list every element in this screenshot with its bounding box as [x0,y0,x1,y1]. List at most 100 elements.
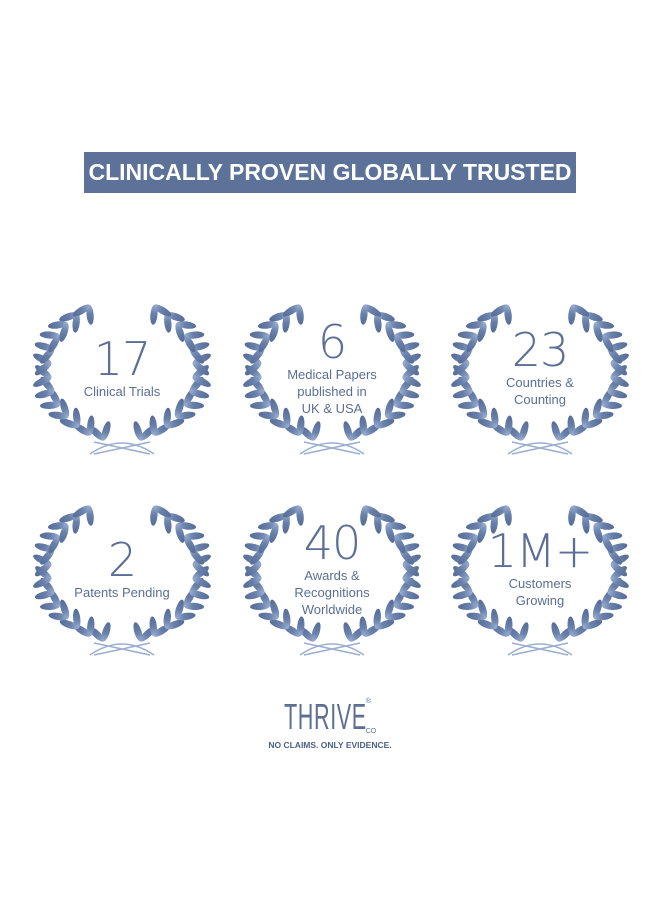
laurel-leaf [34,361,52,376]
laurel-leaf [385,523,395,543]
laurel-leaf [33,375,52,387]
laurel-leaf [567,616,575,637]
laurel-leaf [466,411,487,420]
laurel-leaf [250,401,271,410]
wreath-stems [299,441,365,455]
laurel-leaf [86,304,94,325]
laurel-wreath-icon [451,505,629,656]
laurel-leaf [72,513,80,534]
laurel-leaf [258,411,279,420]
logo-suffix: CO [365,728,377,735]
laurel-leaf [551,622,561,642]
laurel-leaf [153,304,172,317]
laurel-leaf [296,304,304,325]
laurel-leaf [360,304,368,325]
laurel-leaf [282,513,290,534]
stat-label: Medical Papers [287,366,377,382]
laurel-leaf [478,398,488,418]
laurel-leaf [477,523,487,543]
laurel-leaf [282,505,301,518]
laurel-leaf [174,398,184,418]
laurel-leaf [189,389,210,399]
laurel-leaf [363,304,382,317]
stat-number: 1M+ [487,524,593,578]
laurel-leaf [571,505,590,518]
laurel-leaf [244,389,265,399]
laurel-leaf [101,622,111,642]
stat-label: Counting [513,392,567,407]
laurel-leaf [164,312,172,333]
laurel-leaf [601,535,614,554]
laurel-leaf [270,398,280,418]
laurel-leaf [610,576,629,588]
laurel-leaf [402,361,420,376]
laurel-leaf [72,304,91,317]
laurel-leaf [258,612,279,621]
logo-registered: ® [365,698,371,705]
stat-number: 40 [303,515,362,570]
laurel-leaf [477,619,497,630]
stat-number: 6 [317,314,347,369]
laurel-leaf [183,401,204,410]
laurel-leaf [607,590,628,600]
laurel-leaf [592,398,602,418]
laurel-leaf [243,576,262,588]
laurel-leaf [269,418,289,429]
laurel-leaf [34,562,52,577]
stat-text: 40 Awards & Recognitions Worldwide [242,483,422,653]
laurel-leaf [504,304,512,325]
laurel-leaf [86,505,94,526]
laurel-leaf [393,401,414,410]
laurel-leaf [150,304,158,325]
logo-brand: THRIVE [283,696,367,737]
laurel-leaf [297,616,305,637]
laurel-leaf [567,415,575,436]
laurel-leaf [593,322,603,342]
laurel-leaf [452,562,470,577]
laurel-leaf [34,590,55,600]
thrive-logo: THRIVE ® CO NO CLAIMS. ONLY EVIDENCE. [250,698,410,751]
laurel-wreath-icon [243,505,421,656]
laurel-leaf [34,389,55,399]
laurel-leaf [551,421,561,441]
laurel-leaf [466,334,479,353]
stat-text: 1M+ Customers Growing [450,483,630,653]
laurel-leaf [607,389,628,399]
laurel-leaf [593,523,603,543]
laurel-leaf [175,612,196,621]
laurel-leaf [282,312,290,333]
laurel-leaf [601,334,614,353]
laurel-leaf [133,421,143,441]
laurel-wreath-icon [33,505,211,656]
laurel-leaf [48,535,61,554]
laurel-leaf [571,304,590,317]
laurel-leaf [452,590,473,600]
wreath-stems [507,441,573,455]
laurel-leaf [296,505,304,526]
laurel-leaf [59,523,69,543]
laurel-leaf [60,599,70,619]
laurel-leaf [72,312,80,333]
stat-badge: 17 Clinical Trials [32,282,212,462]
stat-label: Growing [515,593,565,608]
stat-label: Recognitions [294,584,370,600]
laurel-leaf [183,602,204,611]
stat-badge: 6 Medical Papers published in UK & USA [242,282,422,462]
laurel-leaf [192,375,211,387]
laurel-leaf [343,421,353,441]
laurel-leaf [192,361,210,376]
laurel-leaf [244,361,262,376]
laurel-leaf [568,505,576,526]
laurel-leaf [402,562,420,577]
laurel-leaf [504,505,512,526]
stat-label: Awards & [304,567,360,583]
laurel-leaf [59,619,79,630]
wreath-stems [507,642,573,656]
laurel-leaf [282,304,301,317]
laurel-leaf [133,622,143,642]
stat-badge: 2 Patents Pending [32,483,212,663]
wreath-stems [89,642,155,656]
laurel-leaf [601,602,622,611]
laurel-leaf [40,401,61,410]
laurel-leaf [374,312,382,333]
